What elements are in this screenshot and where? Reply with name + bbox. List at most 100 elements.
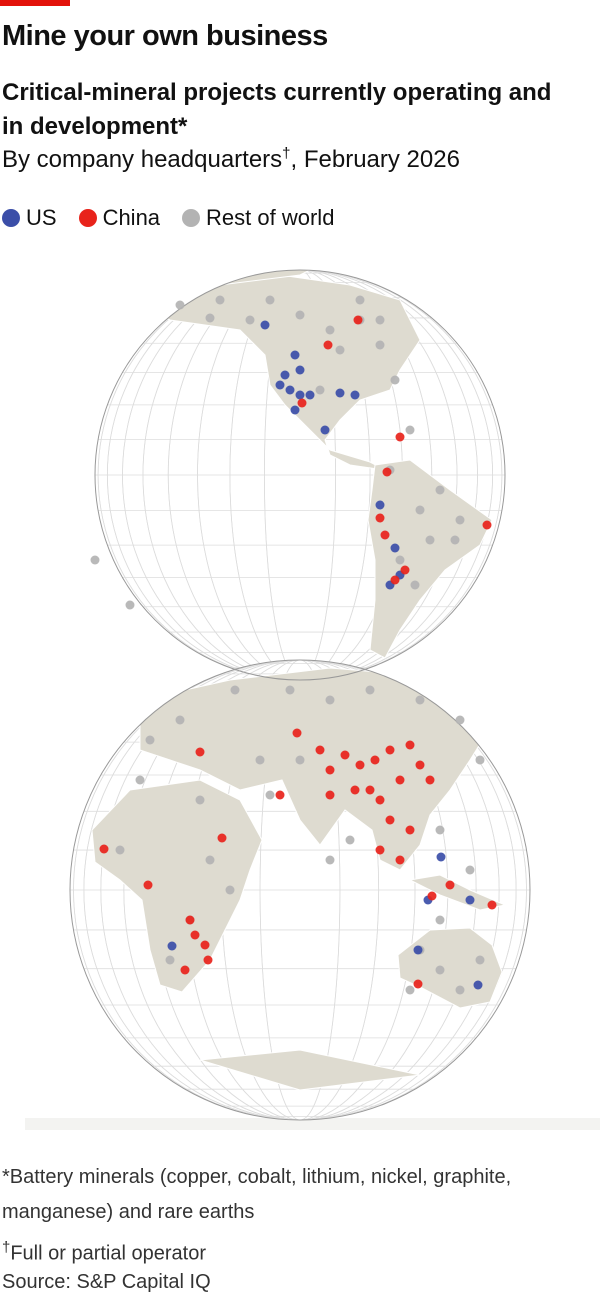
map [25,269,600,1130]
project-dot [375,500,385,510]
project-dot [297,398,307,408]
project-dot [203,955,213,965]
project-dot [320,425,330,435]
project-dot [395,432,405,442]
project-dot [450,535,460,545]
project-dot [90,555,100,565]
project-dot [290,350,300,360]
project-dot [335,388,345,398]
project-dot [415,695,425,705]
globe-outline [94,269,506,681]
legend-label: Rest of world [206,205,335,230]
project-dot [230,685,240,695]
dagger: † [282,145,291,162]
project-dot [167,941,177,951]
project-dot [125,600,135,610]
footnote: *Battery minerals (copper, cobalt, lithi… [2,1166,512,1223]
project-dot [275,790,285,800]
project-dot [365,685,375,695]
project-dot [455,985,465,995]
project-dot [325,325,335,335]
project-dot [385,815,395,825]
project-dot [205,313,215,323]
legend: US China Rest of world [2,205,334,231]
accent-bar [0,0,70,6]
project-dot [295,365,305,375]
footnote: †Full or partial operator [2,1230,592,1272]
project-dot [205,855,215,865]
legend-swatch [2,209,20,227]
subtitle-text: , February 2026 [290,146,460,173]
project-dot [405,425,415,435]
project-dot [405,740,415,750]
project-dot [465,895,475,905]
project-dot [413,979,423,989]
globe-eastern [70,660,530,1120]
project-dot [175,300,185,310]
project-dot [145,735,155,745]
project-dot [190,930,200,940]
project-dot [323,340,333,350]
project-dot [475,955,485,965]
project-dot [185,915,195,925]
globe-outline [69,659,531,1121]
project-dot [195,795,205,805]
project-dot [425,535,435,545]
project-dot [115,845,125,855]
project-dot [390,575,400,585]
title: Mine your own business [2,20,328,52]
ground-strip [25,1118,600,1130]
legend-item: Rest of world [182,205,334,231]
project-dot [425,775,435,785]
project-dot [405,985,415,995]
project-dot [435,915,445,925]
project-dot [325,855,335,865]
project-dot [285,385,295,395]
project-dot [400,565,410,575]
project-dot [455,515,465,525]
footnote-text: Full or partial operator [10,1242,206,1265]
project-dot [265,790,275,800]
project-dot [435,485,445,495]
landmass [367,459,493,659]
project-dot [325,790,335,800]
project-dot [355,295,365,305]
project-dot [280,370,290,380]
legend-label: China [102,205,161,230]
project-dot [375,513,385,523]
project-dot [315,745,325,755]
subtitle: Critical-mineral projects currently oper… [2,79,552,140]
project-dot [482,520,492,530]
project-dot [295,310,305,320]
project-dot [285,685,295,695]
project-dot [305,390,315,400]
landmass [408,874,507,911]
project-dot [375,315,385,325]
project-dot [473,980,483,990]
project-dot [295,390,305,400]
project-dot [465,865,475,875]
project-dot [405,825,415,835]
project-dot [350,390,360,400]
project-dot [475,755,485,765]
project-dot [415,760,425,770]
project-dot [455,715,465,725]
project-dot [315,385,325,395]
project-dot [217,833,227,843]
project-dot [375,340,385,350]
project-dot [435,825,445,835]
legend-item: US [2,205,57,231]
project-dot [290,405,300,415]
project-dot [395,855,405,865]
legend-label: US [26,205,57,230]
project-dot [382,467,392,477]
project-dot [390,543,400,553]
project-dot [427,891,437,901]
project-dot [435,965,445,975]
subtitle-text: By company headquarters [2,146,283,173]
project-dot [165,955,175,965]
project-dot [135,775,145,785]
project-dot [325,765,335,775]
project-dot [375,845,385,855]
